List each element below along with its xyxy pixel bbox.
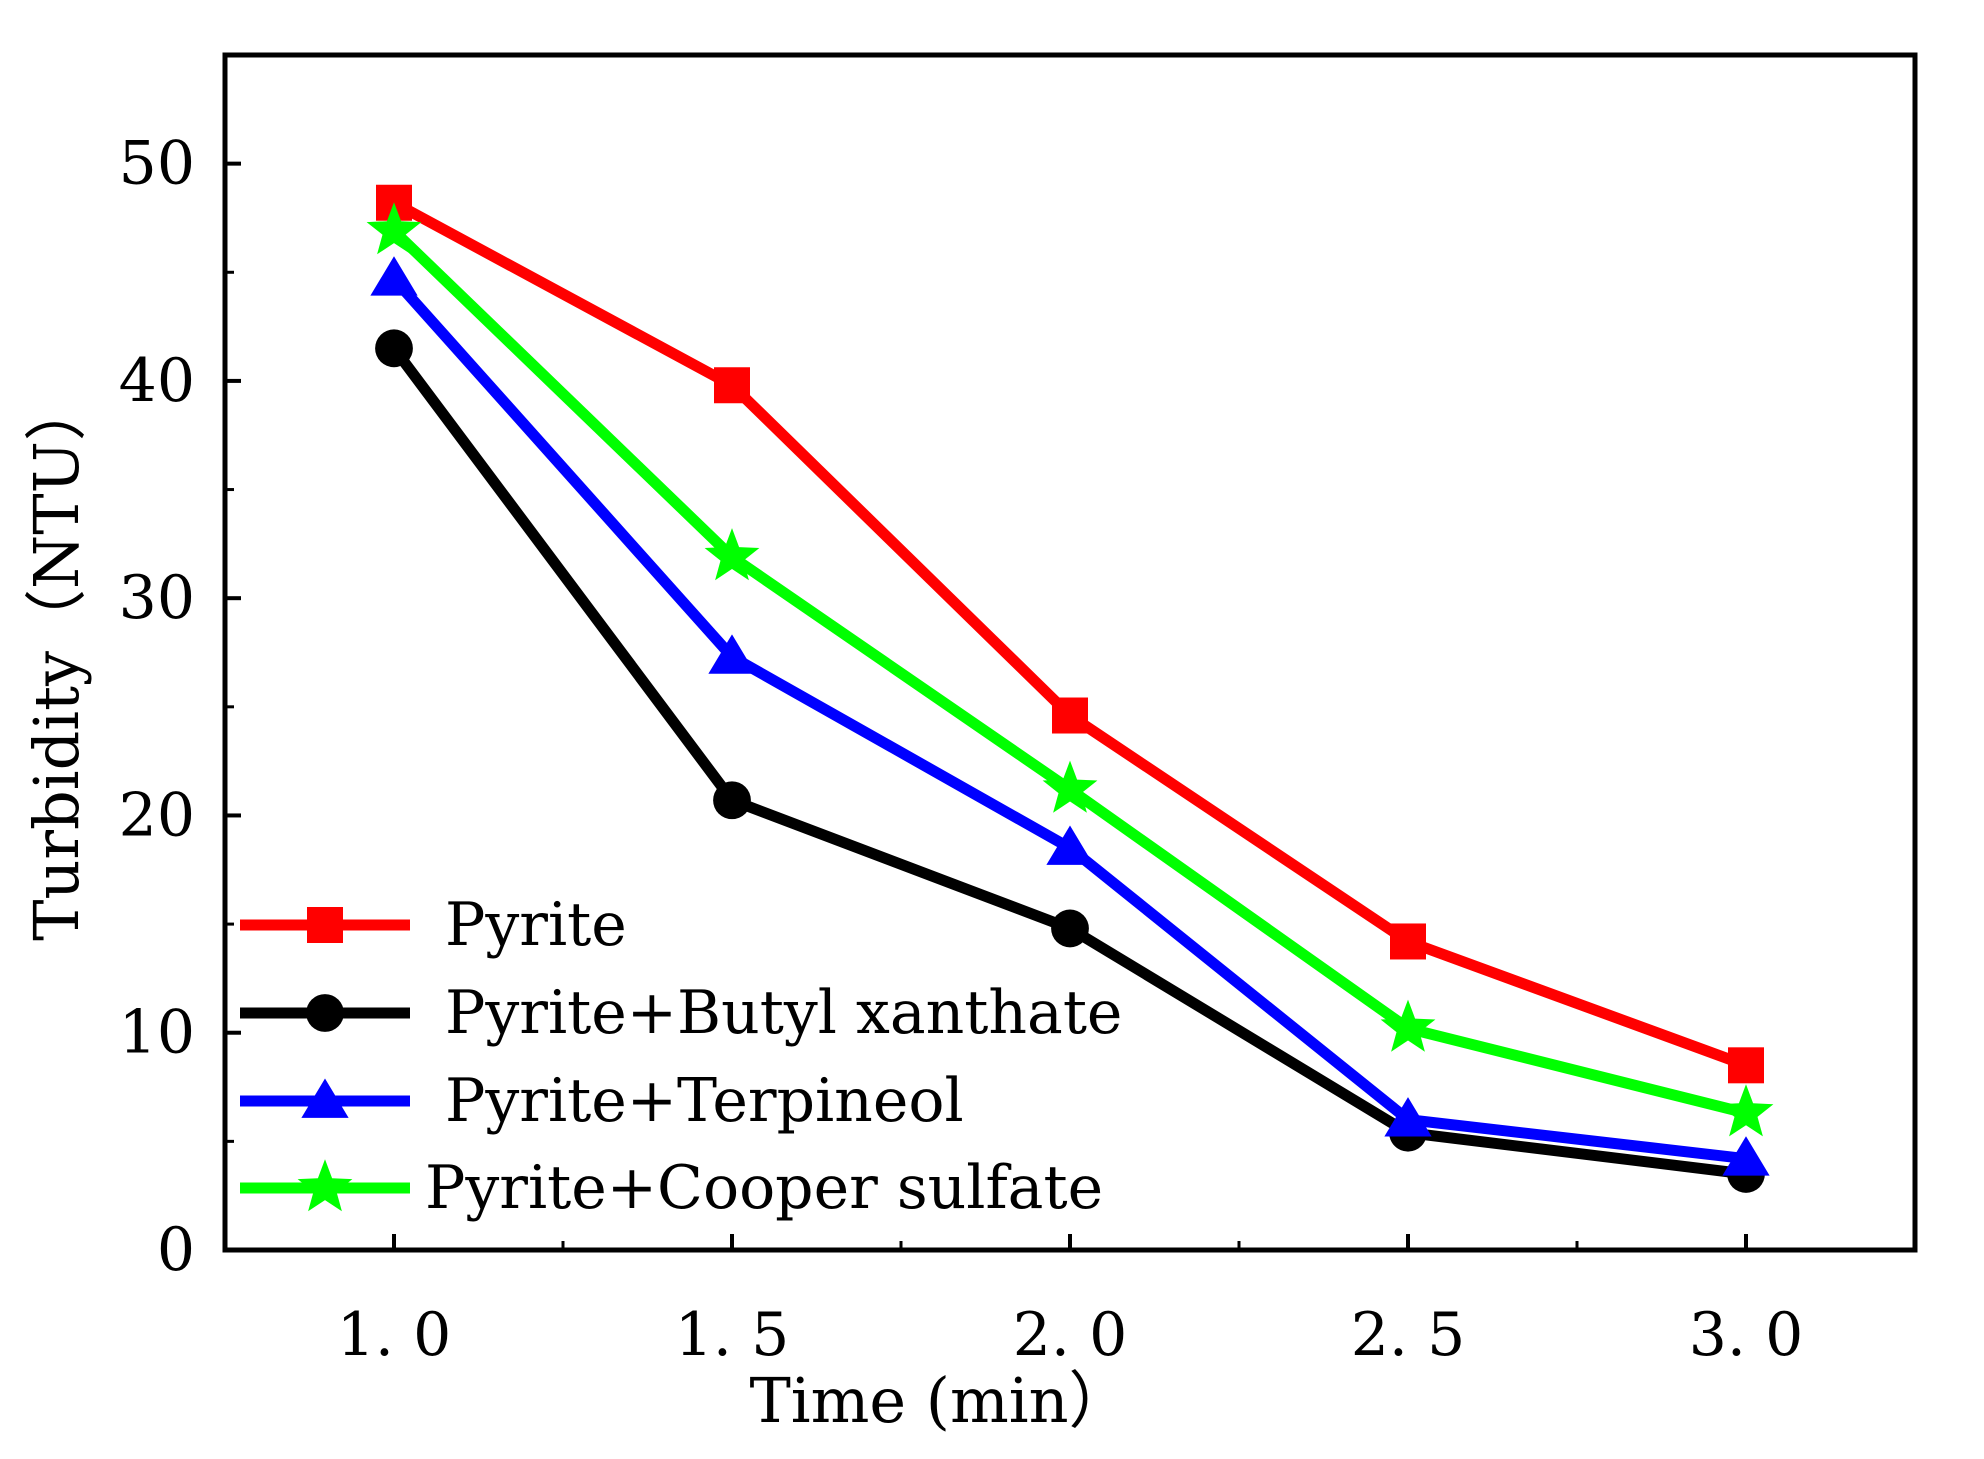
data-point — [1051, 909, 1089, 948]
data-point — [1722, 1136, 1770, 1176]
y-tick-label: 20 — [119, 780, 195, 850]
data-point — [714, 367, 750, 404]
data-point — [1718, 1084, 1774, 1137]
legend-label: Pyrite+Terpineol — [445, 1066, 964, 1136]
data-point — [375, 329, 413, 368]
series-pyrite-terpineol — [370, 256, 1770, 1176]
series-pyrite-cooper-sulfate — [366, 202, 1774, 1137]
x-tick-label: 1. 5 — [675, 1300, 790, 1370]
data-point — [366, 202, 422, 255]
legend-item: Pyrite+Terpineol — [240, 1066, 964, 1136]
data-point — [1728, 1047, 1764, 1084]
legend-marker — [307, 907, 343, 943]
legend-marker — [306, 994, 344, 1032]
x-tick-label: 3. 0 — [1689, 1300, 1804, 1370]
series-pyrite-butyl-xanthate — [375, 329, 1765, 1193]
y-axis-ticks: 0 10 20 30 40 50 — [119, 129, 241, 1285]
data-point — [1384, 1097, 1432, 1137]
legend-item: Pyrite — [240, 890, 627, 960]
series-layer — [366, 184, 1774, 1193]
y-tick-label: 0 — [157, 1215, 195, 1285]
data-point — [1390, 923, 1426, 960]
y-tick-label: 50 — [119, 129, 195, 199]
x-axis-ticks: 1. 0 1. 5 2. 0 2. 5 3. 0 — [337, 1234, 1804, 1370]
legend-marker — [301, 1078, 349, 1118]
legend-item: Pyrite+Butyl xanthate — [240, 978, 1122, 1048]
legend-label: Pyrite+Butyl xanthate — [445, 978, 1122, 1048]
x-tick-label: 2. 0 — [1013, 1300, 1128, 1370]
data-point — [1042, 760, 1098, 813]
legend-marker — [297, 1159, 353, 1212]
x-axis-title: Time (min） — [749, 1364, 1130, 1437]
legend-item: Pyrite+Cooper sulfate — [240, 1153, 1103, 1223]
series-pyrite — [376, 184, 1764, 1084]
y-tick-label: 40 — [119, 346, 195, 416]
y-tick-label: 30 — [119, 563, 195, 633]
data-point — [713, 781, 751, 820]
legend: Pyrite Pyrite+Butyl xanthate Pyrite+Terpin… — [240, 890, 1122, 1223]
data-point — [1380, 999, 1436, 1052]
data-point — [708, 634, 756, 674]
y-axis-title: Turbidity（NTU） — [20, 379, 93, 941]
data-point — [704, 528, 760, 581]
x-tick-label: 2. 5 — [1351, 1300, 1466, 1370]
data-point — [1046, 825, 1094, 865]
data-point — [1052, 697, 1088, 734]
data-point — [370, 256, 418, 296]
x-tick-label: 1. 0 — [337, 1300, 452, 1370]
legend-label: Pyrite+Cooper sulfate — [425, 1153, 1103, 1223]
legend-label: Pyrite — [445, 890, 627, 960]
y-tick-label: 10 — [119, 998, 195, 1068]
